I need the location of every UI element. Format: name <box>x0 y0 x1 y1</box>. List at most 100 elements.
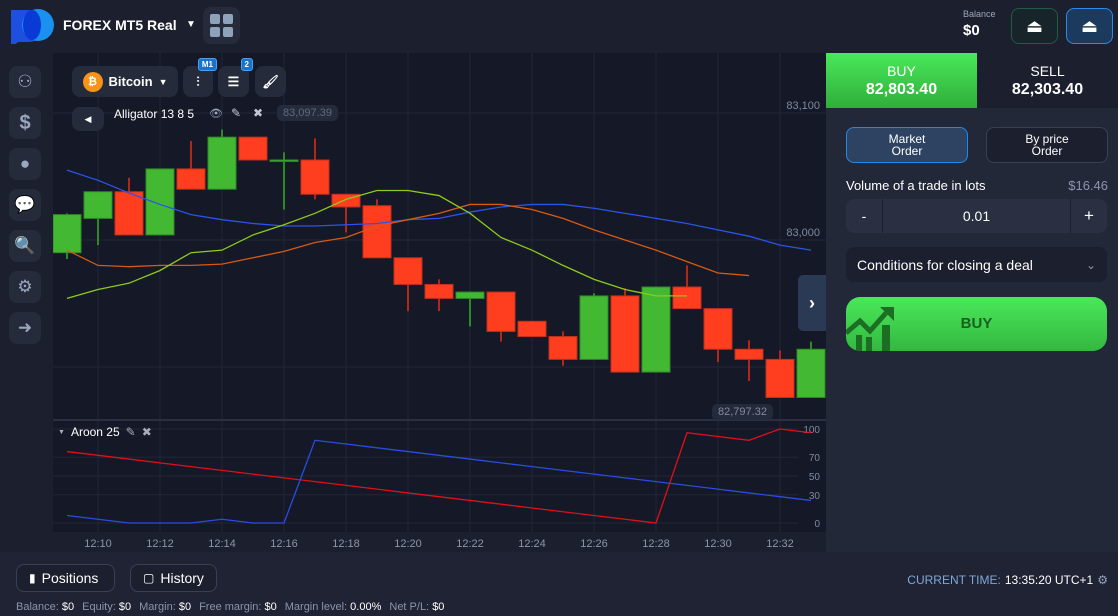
alligator-teeth-line <box>66 203 750 277</box>
bar-chart-icon: ▮ <box>29 571 36 585</box>
deposit-button[interactable]: ⏏ <box>1011 8 1058 44</box>
chat-icon: 💬 <box>14 195 36 214</box>
candle-body <box>703 308 733 350</box>
x-tick-label: 12:10 <box>84 538 112 550</box>
time-axis <box>53 532 826 552</box>
buy-button[interactable]: BUY <box>846 297 1107 351</box>
x-tick-label: 12:24 <box>518 538 546 550</box>
candle-body <box>672 286 702 310</box>
candle-body <box>393 257 423 285</box>
volume-label: Volume of a trade in lots <box>846 178 986 193</box>
x-tick-label: 12:22 <box>456 538 484 550</box>
asset-selector[interactable]: ₿ Bitcoin ▼ <box>72 66 178 97</box>
by-price-order-button[interactable]: By price Order <box>986 127 1108 163</box>
stat-margin-level: Margin level: 0.00% <box>284 601 382 613</box>
closing-conditions-label: Conditions for closing a deal <box>857 256 1033 273</box>
candle-body <box>734 348 764 360</box>
timeframe-button[interactable]: ⫶ M1 <box>183 58 217 97</box>
candle-body <box>548 336 578 360</box>
current-time-label: CURRENT TIME: <box>907 573 1001 587</box>
clipboard-icon: ▢ <box>143 571 155 585</box>
logout-icon: ➜ <box>17 318 33 337</box>
sidebar-item-chat[interactable]: 💬 <box>9 189 41 221</box>
top-bar: FOREX MT5 Real ▼ Balance $0 ⏏ ⏏ <box>0 0 1118 53</box>
candle-body <box>486 291 516 332</box>
positions-button[interactable]: ▮ Positions <box>16 564 115 592</box>
bitcoin-icon: ₿ <box>82 71 103 92</box>
candle-body <box>517 320 547 338</box>
gear-icon[interactable]: ⚙ <box>1097 573 1108 587</box>
x-tick-label: 12:16 <box>270 538 298 550</box>
volume-input[interactable]: 0.01 <box>962 208 991 224</box>
x-tick-label: 12:20 <box>394 538 422 550</box>
candle-body <box>424 283 454 299</box>
user-icon: ● <box>19 154 31 173</box>
alligator-jaw-line <box>66 169 812 251</box>
sliders-icon: ☰ <box>227 73 240 89</box>
x-tick-label: 12:18 <box>332 538 360 550</box>
layout-grid-button[interactable] <box>203 7 240 44</box>
candle-body <box>238 136 268 161</box>
decrease-button[interactable]: - <box>846 199 883 233</box>
stat-net-pl: Net P/L: $0 <box>389 601 445 613</box>
sidebar-item-settings[interactable]: ⚙ <box>9 271 41 303</box>
sidebar-item-profile[interactable]: ● <box>9 148 41 180</box>
candle-body <box>114 191 144 236</box>
candle-body <box>765 358 795 398</box>
edit-icon[interactable]: ✎ <box>125 425 136 439</box>
chevron-down-icon: ⌄ <box>1085 257 1096 272</box>
history-button[interactable]: ▢ History <box>130 564 217 592</box>
caret-left-icon: ◀ <box>84 113 92 124</box>
gear-icon: ⚙ <box>17 277 33 296</box>
buy-tab[interactable]: BUY 82,803.40 <box>826 53 977 108</box>
balance-value: $0 <box>963 22 980 39</box>
x-tick-label: 12:12 <box>146 538 174 550</box>
sidebar-item-finance[interactable]: $ <box>9 107 41 139</box>
candle-body <box>53 214 82 254</box>
account-name[interactable]: FOREX MT5 Real <box>63 17 177 33</box>
increase-button[interactable]: + <box>1070 199 1107 233</box>
alligator-label: Alligator 13 8 5 <box>114 107 195 121</box>
account-dropdown-icon[interactable]: ▼ <box>186 19 196 30</box>
candle-body <box>362 205 392 259</box>
candles-icon: ⫶ <box>196 73 200 89</box>
price-chart[interactable]: 12:10 12:12 12:14 12:16 12:18 12:20 12:22 12:24… <box>53 53 826 552</box>
candle-body <box>610 295 640 373</box>
candle-body <box>145 168 175 236</box>
aroon-tick-label: 50 <box>809 472 821 483</box>
account-stats: Balance: $0 Equity: $0 Margin: $0 Free m… <box>16 601 444 613</box>
atm-withdraw-icon: ⏏ <box>1080 15 1098 36</box>
sidebar-item-analytics[interactable]: 🔍 <box>9 230 41 262</box>
asset-name: Bitcoin <box>108 74 153 89</box>
volume-cost: $16.46 <box>1068 178 1108 193</box>
chevron-down-icon: ▼ <box>158 76 168 87</box>
closing-conditions-dropdown[interactable]: Conditions for closing a deal ⌄ <box>846 247 1107 282</box>
sell-tab[interactable]: SELL 82,303.40 <box>977 53 1118 108</box>
sidebar-item-ai[interactable]: ⚇ <box>9 66 41 98</box>
withdraw-button[interactable]: ⏏ <box>1066 8 1113 44</box>
market-order-button[interactable]: Market Order <box>846 127 968 163</box>
close-icon[interactable]: ✖ <box>141 425 152 439</box>
close-icon[interactable]: ✖ <box>253 106 264 120</box>
atm-deposit-icon: ⏏ <box>1025 15 1043 36</box>
caret-down-icon[interactable]: ▼ <box>58 428 65 436</box>
chart-area[interactable]: 12:10 12:12 12:14 12:16 12:18 12:20 12:22 12:24… <box>53 53 826 552</box>
buy-button-label: BUY <box>960 315 993 332</box>
indicators-button[interactable]: ☰ 2 <box>218 58 253 97</box>
buy-tab-label: BUY <box>887 63 916 79</box>
dollar-icon: $ <box>19 111 31 134</box>
positions-label: Positions <box>41 570 99 586</box>
drawing-button[interactable]: 🖌 <box>255 66 286 97</box>
candle-body <box>796 348 826 398</box>
alligator-lips-line <box>66 189 687 300</box>
sell-price: 82,303.40 <box>1011 81 1084 98</box>
collapse-indicators-button[interactable]: ◀ <box>72 107 104 131</box>
eye-icon[interactable]: 👁 <box>209 108 223 120</box>
history-label: History <box>160 570 204 586</box>
aroon-up-line <box>66 428 812 524</box>
candle-body <box>455 291 485 299</box>
sidebar-item-logout[interactable]: ➜ <box>9 312 41 344</box>
candle-body <box>579 295 609 360</box>
expand-panel-button[interactable]: › <box>798 275 826 331</box>
edit-icon[interactable]: ✎ <box>231 106 242 120</box>
